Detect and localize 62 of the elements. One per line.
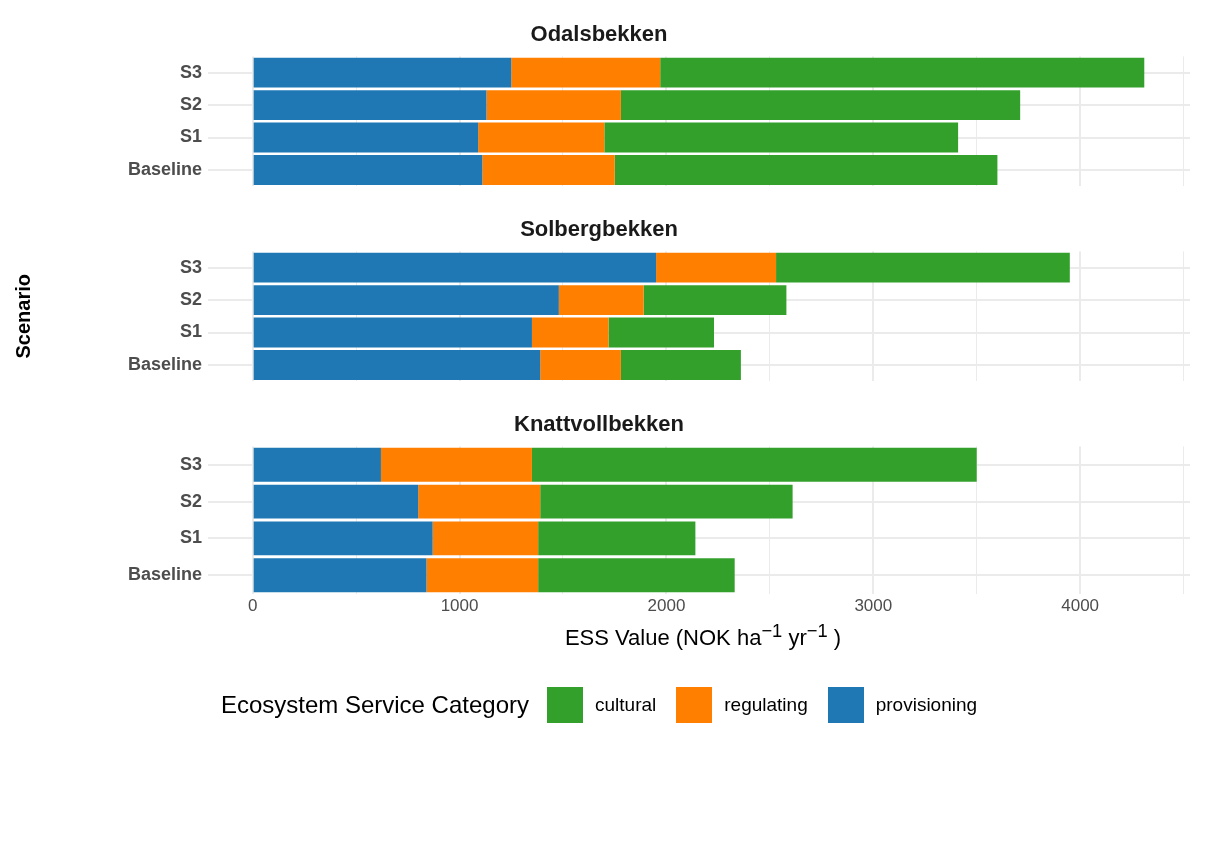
bar bbox=[608, 317, 714, 348]
bar bbox=[253, 558, 427, 593]
x-axis-title: ESS Value (NOK ha$^{−1}$ yr$^{−1}$ ) bbox=[563, 620, 843, 652]
y-tick-label: Baseline bbox=[127, 158, 202, 179]
y-tick-label: S2 bbox=[179, 94, 202, 115]
bar bbox=[620, 350, 741, 380]
y-tick-label: Baseline bbox=[127, 353, 202, 374]
chart-title: Odalsbekken bbox=[530, 21, 668, 47]
x-tick-label: 0 bbox=[247, 596, 258, 616]
y-axis-title: Scenario bbox=[11, 274, 34, 359]
bar bbox=[253, 447, 381, 482]
bar bbox=[531, 317, 609, 348]
y-tick-label: Baseline bbox=[127, 564, 202, 585]
bar bbox=[253, 521, 433, 556]
bar bbox=[478, 122, 605, 153]
bar bbox=[614, 155, 998, 185]
bar bbox=[426, 558, 539, 593]
bar bbox=[511, 57, 661, 88]
y-tick-label: S2 bbox=[179, 490, 202, 511]
bar bbox=[253, 350, 541, 380]
legend-title: Ecosystem Service Category bbox=[220, 691, 529, 720]
bar bbox=[558, 285, 644, 315]
bar bbox=[538, 558, 735, 593]
y-tick-label: S2 bbox=[179, 289, 202, 310]
bar bbox=[538, 521, 696, 556]
bar bbox=[776, 252, 1070, 283]
bar bbox=[482, 155, 615, 185]
x-tick-label: 2000 bbox=[647, 596, 686, 616]
chart-title: Knattvollbekken bbox=[514, 411, 684, 437]
bar bbox=[531, 447, 977, 482]
x-tick-label: 3000 bbox=[854, 596, 893, 616]
bar bbox=[486, 90, 621, 120]
bar bbox=[660, 57, 1145, 88]
bar bbox=[643, 285, 787, 315]
y-tick-label: S3 bbox=[179, 61, 202, 82]
legend-label: provisioning bbox=[875, 694, 978, 717]
bar bbox=[253, 155, 483, 185]
x-tick-label: 4000 bbox=[1061, 596, 1100, 616]
bar bbox=[620, 90, 1021, 120]
bar bbox=[656, 252, 777, 283]
x-tick-label: 1000 bbox=[440, 596, 479, 616]
bar bbox=[540, 484, 793, 519]
bar bbox=[253, 122, 479, 153]
bar bbox=[253, 317, 532, 348]
y-tick-label: S3 bbox=[179, 453, 202, 474]
y-tick-label: S1 bbox=[179, 321, 202, 342]
bar bbox=[253, 285, 559, 315]
y-tick-label: S3 bbox=[179, 256, 202, 277]
bar bbox=[253, 484, 419, 519]
bar bbox=[380, 447, 532, 482]
legend-label: cultural bbox=[595, 694, 657, 717]
bar bbox=[418, 484, 541, 519]
bar bbox=[432, 521, 539, 556]
chart-title: Solbergbekken bbox=[520, 216, 678, 242]
bar bbox=[253, 252, 657, 283]
legend-label: regulating bbox=[724, 694, 808, 717]
bar bbox=[253, 57, 512, 88]
bar bbox=[540, 350, 621, 380]
y-tick-label: S1 bbox=[179, 126, 202, 147]
bar bbox=[604, 122, 959, 153]
bar bbox=[253, 90, 487, 120]
y-tick-label: S1 bbox=[179, 527, 202, 548]
